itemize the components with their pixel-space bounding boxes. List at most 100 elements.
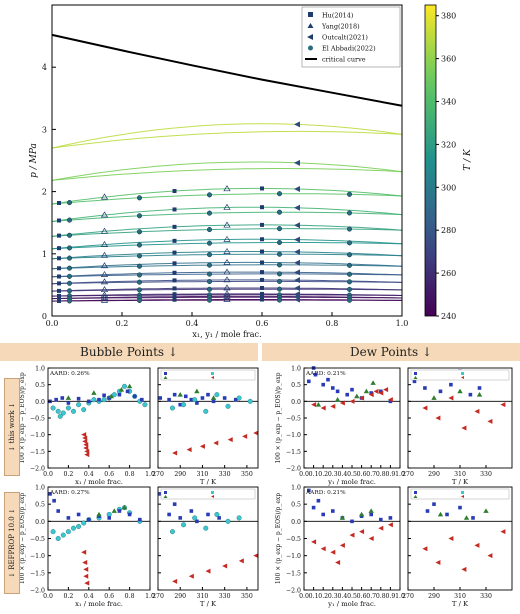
residual-point-blue: [167, 512, 171, 517]
residual-point-red: [82, 438, 88, 444]
colorbar-tick-label: 360: [441, 55, 456, 64]
outcalt-marker: [294, 285, 300, 292]
residual-point-red: [383, 387, 389, 393]
residual-point-green: [457, 388, 463, 394]
elabbadi-marker: [346, 297, 353, 303]
main-y-axis-label: p / MPa: [29, 143, 39, 178]
panel-xtick-label: 0.3: [328, 593, 338, 600]
outcalt-marker: [294, 185, 300, 192]
panel-xtick-label: 290: [174, 593, 186, 600]
panel-ytick-label: −2.0: [30, 466, 45, 473]
panel-xtick-label: 0.8: [376, 471, 386, 478]
panel-xtick-label: 0.0: [43, 471, 53, 478]
residual-point-blue: [307, 488, 311, 493]
residual-point-blue: [172, 392, 177, 397]
panel-ytick-label: 1.0: [291, 485, 301, 492]
elabbadi-marker: [346, 262, 353, 268]
residual-point-red: [330, 403, 336, 409]
panel-xtick-label: 350: [241, 593, 253, 600]
yang-marker: [100, 211, 109, 218]
panel-legend-symbol: [211, 491, 214, 494]
residual-point-green: [354, 393, 360, 399]
hu-marker: [172, 286, 177, 291]
residual-point-red: [448, 395, 454, 401]
residual-point-blue: [445, 512, 449, 517]
panel-xtick-label: 0.4: [337, 471, 347, 478]
residual-point-red: [330, 549, 336, 555]
panel-y-axis-label: 100 × (p_exp − p_EOS)/p_exp: [19, 493, 26, 584]
residual-point-red: [359, 529, 365, 535]
yang-marker: [223, 292, 231, 299]
residual-point-cyan: [91, 397, 97, 403]
panel-xtick-label: 0.6: [357, 593, 367, 600]
panel-xtick-label: 0.5: [347, 471, 357, 478]
isotherm-line-6-1: [51, 251, 403, 260]
elabbadi-marker: [66, 255, 73, 261]
residual-point-blue: [167, 397, 171, 402]
residual-point-blue: [477, 386, 482, 390]
residual-point-cyan: [65, 405, 71, 411]
residual-point-red: [359, 395, 365, 401]
panel-legend-symbol: [211, 495, 214, 498]
residual-point-cyan: [192, 515, 198, 521]
hu-marker: [260, 291, 264, 296]
residual-point-blue: [350, 519, 354, 524]
panel-xtick-label: 0.6: [104, 593, 114, 600]
residual-point-blue: [107, 516, 111, 520]
panel-legend-symbol: [164, 372, 167, 375]
residual-point-blue: [388, 399, 393, 404]
hu-marker: [57, 281, 61, 286]
main-xtick-label: 0.6: [256, 319, 269, 328]
residual-point-blue: [425, 509, 430, 513]
residual-point-blue: [60, 396, 65, 400]
hu-marker: [57, 218, 61, 223]
residual-point-red: [500, 529, 506, 535]
elabbadi-marker: [136, 253, 143, 259]
legend-label-1: Yang(2018): [321, 23, 360, 31]
isotherm-line-5-1: [51, 238, 403, 250]
panel-xtick-label: 350: [241, 471, 253, 478]
panel-legend-symbol: [414, 372, 417, 375]
residual-point-red: [172, 450, 178, 456]
residual-point-green: [315, 401, 322, 407]
residual-point-red: [84, 452, 90, 458]
residual-point-green: [476, 391, 483, 397]
residual-point-red: [378, 525, 384, 531]
panel-xtick-label: 330: [480, 593, 492, 600]
hu-marker: [260, 237, 264, 242]
residual-point-red: [188, 573, 194, 579]
isotherm-line-9-0: [51, 280, 403, 285]
residual-point-cyan: [76, 402, 82, 408]
colorbar-tick-label: 300: [441, 183, 456, 192]
hu-marker: [260, 297, 264, 302]
residual-point-blue: [97, 397, 101, 402]
critical-curve-line: [51, 33, 403, 107]
panel-xtick-label: 1.0: [395, 593, 405, 600]
yang-marker: [223, 203, 231, 210]
panel-xtick-label: 0.0: [299, 593, 309, 600]
isotherm-line-3-0: [51, 211, 403, 222]
residual-point-red: [83, 442, 89, 448]
main-xtick-label: 0.8: [326, 319, 339, 328]
residual-point-blue: [178, 402, 183, 407]
residual-point-blue: [211, 399, 216, 404]
residual-point-blue: [158, 396, 163, 400]
panel-xtick-label: 0.0: [299, 471, 309, 478]
hu-marker: [57, 293, 61, 298]
yang-marker: [100, 278, 109, 285]
isotherm-line-4-1: [51, 224, 403, 237]
residual-point-cyan: [169, 529, 175, 535]
residual-point-green: [363, 388, 370, 394]
residual-point-cyan: [55, 536, 61, 542]
residual-point-blue: [423, 386, 427, 390]
panel-xtick-label: 0.7: [366, 593, 376, 600]
residual-point-blue: [206, 392, 210, 397]
elabbadi-marker: [136, 287, 143, 293]
residual-point-red: [378, 390, 384, 396]
elabbadi-marker: [66, 200, 73, 206]
residual-point-blue: [432, 502, 436, 506]
panel-xtick-label: 0.4: [84, 471, 94, 478]
panel-frame: [47, 486, 151, 591]
panel-xtick-label: 1.0: [145, 593, 155, 600]
panel-ytick-label: −1.5: [30, 570, 45, 577]
